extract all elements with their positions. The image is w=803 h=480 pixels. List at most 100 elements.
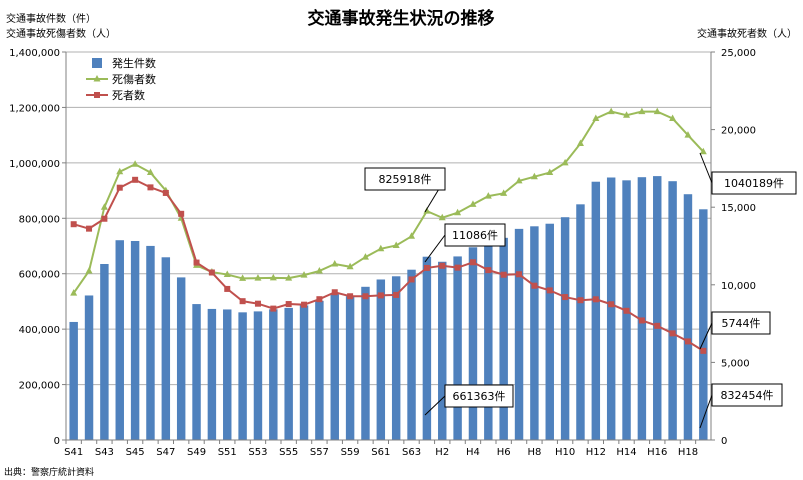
bar (315, 300, 324, 440)
point-marker (301, 301, 308, 308)
bar (653, 176, 662, 441)
point-marker (285, 301, 292, 308)
bar (438, 261, 447, 440)
point-marker (331, 289, 338, 296)
line-series (70, 107, 707, 354)
x-tick-label: H16 (647, 447, 667, 458)
point-marker (131, 160, 139, 167)
point-marker (608, 301, 615, 308)
y-left-tick-label: 1,400,000 (9, 48, 60, 59)
point-marker (377, 244, 385, 252)
point-marker (515, 176, 523, 184)
annotation-text: 5744件 (722, 317, 761, 330)
point-marker (254, 274, 262, 281)
annotation-text: 661363件 (453, 390, 506, 403)
x-tick-label: H6 (497, 447, 511, 458)
point-marker (132, 176, 139, 183)
bar (130, 240, 140, 440)
x-tick-label: H18 (678, 447, 698, 458)
point-marker (285, 274, 293, 281)
point-marker (684, 338, 691, 345)
point-marker (224, 285, 231, 292)
point-marker (546, 287, 553, 294)
bar (514, 228, 524, 440)
bar (176, 277, 186, 440)
point-marker (623, 307, 630, 314)
legend-label: 死者数 (112, 89, 145, 102)
y-right-tick-label: 5,000 (721, 358, 750, 369)
x-tick-label: H14 (616, 447, 636, 458)
y-left-tick-label: 600,000 (19, 270, 60, 281)
x-tick-label: S63 (402, 447, 421, 458)
annotation-box (711, 311, 771, 335)
y-right-tick-label: 25,000 (721, 48, 756, 59)
point-marker (116, 184, 123, 191)
point-marker (562, 294, 569, 301)
bar (422, 256, 432, 440)
y-left-label-cases: 交通事故件数（件） (6, 12, 96, 25)
bar (84, 295, 94, 440)
bar (253, 311, 263, 440)
point-marker (654, 322, 661, 329)
bar (161, 257, 171, 440)
annotation-text: 1040189件 (724, 177, 784, 190)
bar (330, 294, 339, 440)
point-marker (439, 262, 446, 269)
point-marker (699, 147, 707, 155)
y-left-tick-label: 1,000,000 (9, 159, 60, 170)
point-marker (377, 292, 384, 299)
source-note: 出典：警察庁統計資料 (4, 466, 94, 478)
point-marker (270, 305, 277, 312)
bar (376, 279, 386, 440)
point-marker (438, 213, 446, 221)
point-marker (484, 192, 492, 199)
x-tick-label: S61 (371, 447, 390, 458)
point-marker (392, 241, 400, 248)
point-marker (408, 232, 416, 239)
annotation-leader (424, 395, 446, 416)
point-marker (469, 200, 477, 207)
bar (192, 304, 201, 440)
gridlines (66, 51, 711, 386)
point-marker (530, 172, 538, 180)
point-marker (500, 189, 508, 196)
legend-marker (93, 75, 101, 82)
y-right-label-deaths: 交通事故死者数（人） (697, 27, 797, 40)
point-marker (362, 293, 369, 300)
point-marker (85, 266, 93, 274)
y-right-tick-label: 10,000 (721, 281, 756, 292)
point-marker (315, 266, 323, 274)
point-marker (669, 330, 676, 337)
point-marker (684, 131, 692, 138)
chart-title: 交通事故発生状況の推移 (308, 8, 495, 29)
point-marker (500, 271, 507, 278)
y-right-tick-label: 0 (721, 436, 727, 447)
point-marker (576, 139, 584, 146)
point-marker (146, 168, 154, 176)
point-marker (193, 259, 200, 266)
point-marker (254, 300, 261, 307)
y-left-tick-label: 400,000 (19, 325, 60, 336)
y-left-tick-label: 800,000 (19, 214, 60, 225)
bar (100, 263, 109, 440)
bar (545, 223, 554, 440)
x-tick-label: S59 (341, 447, 360, 458)
point-marker (638, 107, 646, 115)
bar (146, 245, 155, 440)
point-marker (607, 107, 615, 115)
point-marker (70, 289, 78, 296)
bar (576, 204, 585, 440)
y-left-tick-label: 1,200,000 (9, 103, 60, 114)
point-marker (316, 296, 323, 303)
bar (69, 321, 78, 440)
point-marker (592, 296, 599, 303)
point-marker (300, 271, 308, 278)
bar (115, 240, 124, 440)
annotations: 825918件 11086件 661363件 1040189件 5744件 832454件 (364, 152, 797, 429)
point-marker (577, 297, 584, 304)
point-marker (101, 215, 108, 222)
bar (345, 296, 355, 440)
point-marker (469, 259, 476, 266)
y-right-tick-label: 20,000 (721, 126, 756, 137)
point-marker (623, 111, 631, 118)
